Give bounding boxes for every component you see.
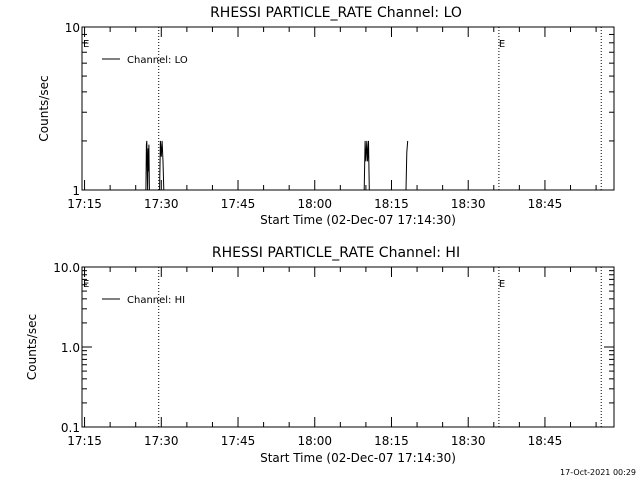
x-tick-label: 17:30: [144, 197, 179, 211]
x-tick-label: 17:45: [221, 434, 256, 448]
chart-title: RHESSI PARTICLE_RATE Channel: HI: [212, 245, 460, 261]
event-flag-label: E: [83, 39, 89, 50]
y-tick-label: 10.0: [53, 261, 80, 275]
x-tick-label: 18:45: [528, 197, 563, 211]
y-tick-label: 0.1: [61, 421, 80, 435]
x-tick-label: 17:30: [144, 434, 179, 448]
chart-title: RHESSI PARTICLE_RATE Channel: LO: [210, 5, 462, 21]
x-tick-label: 17:15: [67, 197, 102, 211]
x-tick-label: 18:00: [297, 197, 332, 211]
x-tick-label: 18:30: [451, 197, 486, 211]
x-tick-label: 18:30: [451, 434, 486, 448]
chart-panel-lo: RHESSI PARTICLE_RATE Channel: LO 1 10 17:15…: [37, 5, 615, 227]
x-axis-label: Start Time (02-Dec-07 17:14:30): [260, 213, 456, 227]
x-axis-label: Start Time (02-Dec-07 17:14:30): [260, 451, 456, 465]
chart-panel-hi: RHESSI PARTICLE_RATE Channel: HI 0.1 1.0 10…: [25, 245, 615, 465]
event-flag-label: E: [83, 279, 89, 290]
y-axis-label: Counts/sec: [37, 75, 51, 141]
plot-frame: [81, 266, 615, 428]
x-tick-label: 18:00: [297, 434, 332, 448]
x-tick-label: 17:15: [67, 434, 102, 448]
x-tick-label: 18:45: [528, 434, 563, 448]
x-tick-label: 18:15: [374, 197, 409, 211]
y-axis-label: Counts/sec: [25, 314, 39, 380]
x-tick-label: 17:45: [221, 197, 256, 211]
x-tick-label: 18:15: [374, 434, 409, 448]
y-tick-label: 1.0: [61, 341, 80, 355]
y-tick-label: 10: [65, 21, 80, 35]
plot-frame: [81, 26, 615, 191]
timestamp-label: 17-Oct-2021 00:29: [560, 468, 636, 477]
legend-label: Channel: HI: [127, 295, 185, 306]
event-flag-label: E: [499, 39, 505, 50]
y-tick-label: 1: [72, 184, 80, 198]
event-flag-label: E: [499, 279, 505, 290]
data-series-line: [145, 140, 409, 191]
legend-label: Channel: LO: [127, 55, 188, 66]
